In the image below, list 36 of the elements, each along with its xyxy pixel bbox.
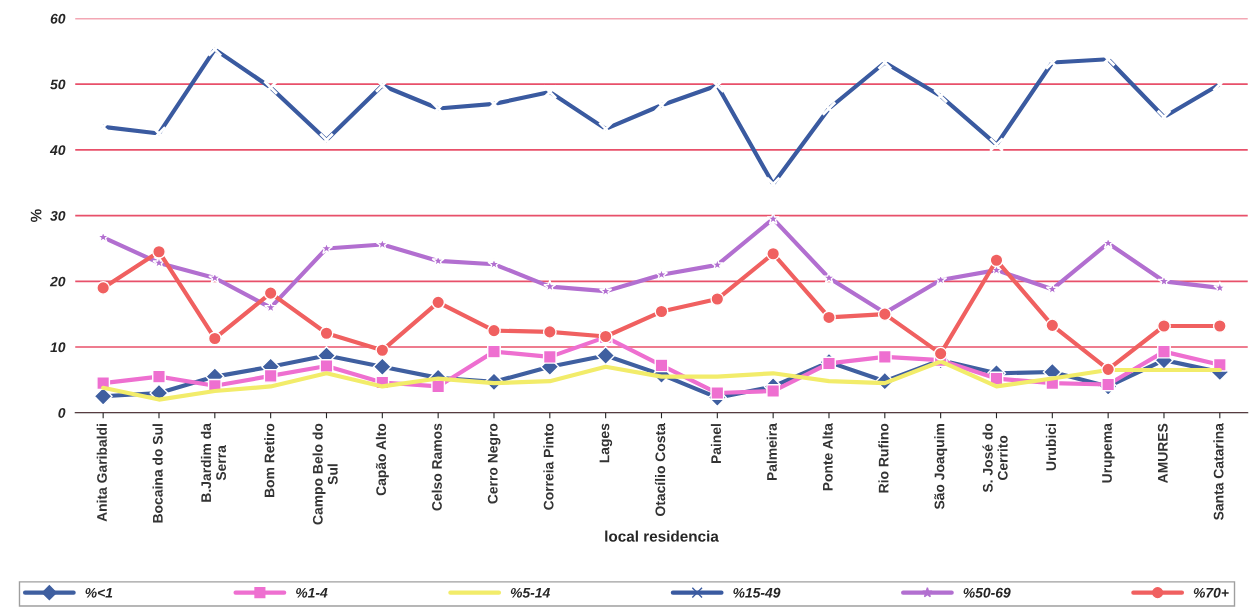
x-tick-label: Bom Retiro [264,423,275,498]
y-tick-label: 50 [50,79,66,90]
legend-label: %15-49 [733,587,781,598]
x-tick-label: Ponte Alta [822,423,833,491]
x-tick-label: Correia Pinto [543,423,554,510]
x-tick-label: São Joaquim [934,423,948,510]
x-tick-label: Otacílio Costa [654,423,666,516]
legend-label: %70+ [1193,587,1229,598]
y-tick-label: 0 [58,408,66,418]
x-tick-label: Celso Ramos [431,423,442,511]
y-tick-label: 60 [50,13,66,24]
x-tick-label: Cerro Negro [487,423,501,504]
y-tick-label: 10 [50,342,66,353]
x-tick-label: B.Jardim da Serra [200,423,227,502]
x-tick-label: Painel [710,424,722,464]
x-tick-label: Santa Catarina [1213,423,1224,520]
y-tick-label: 30 [50,210,66,221]
legend-label: %1-4 [296,587,328,598]
x-tick-label: Palmeira [766,423,777,481]
y-tick-label: 20 [49,276,66,287]
legend-label: %50-69 [963,587,1011,598]
y-tick-label: 40 [49,145,66,156]
x-tick-label: Rio Rufino [878,423,889,493]
x-tick-label: Capão Alto [375,423,389,496]
x-axis-title: local residencia [605,530,719,542]
x-tick-label: Campo Belo do Sul [312,423,338,525]
legend-label: %5-14 [510,587,550,598]
x-tick-label: Urubici [1045,424,1057,471]
legend-label: %<1 [85,587,113,598]
x-tick-label: Anita Garibaldi [96,424,107,522]
x-tick-label: S. José do Cerrito [982,423,1008,493]
x-tick-label: Urupema [1102,423,1115,483]
x-tick-label: Bocaina do Sul [152,424,163,523]
x-tick-label: Lages [599,423,613,463]
y-axis-title: % [30,209,42,223]
x-tick-label: AMURES [1157,423,1168,483]
